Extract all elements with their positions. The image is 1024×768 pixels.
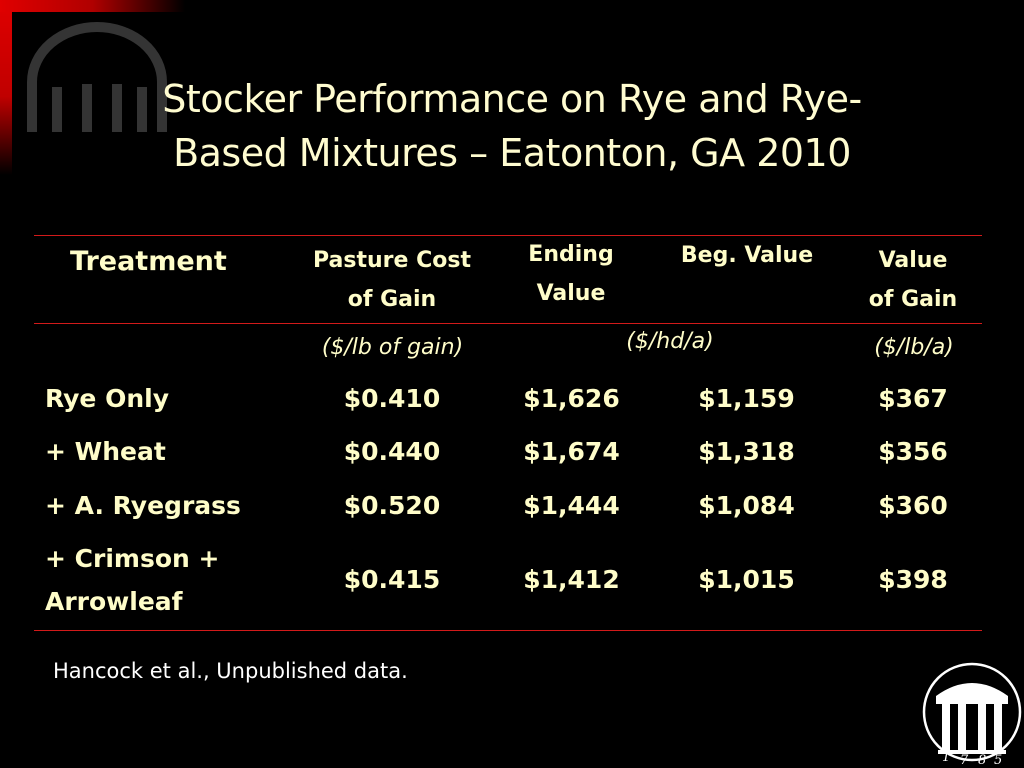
seal-digit: 5 (994, 753, 1002, 768)
cell-value-of-gain: $398 (878, 565, 948, 594)
unit-value-columns: ($/hd/a) (626, 329, 714, 354)
cell-pasture-cost: $0.520 (343, 491, 441, 520)
header-ending-value-line-1: Ending (528, 242, 614, 267)
header-value-of-gain-line-1: Value (878, 248, 948, 273)
cell-value-of-gain: $367 (878, 384, 948, 413)
cell-ending-value: $1,674 (523, 437, 620, 466)
university-arch-seal-icon: 1 7 8 5 (922, 662, 1022, 768)
row-label: Rye Only (45, 384, 169, 413)
cell-beg-value: $1,318 (698, 437, 795, 466)
cell-pasture-cost: $0.440 (343, 437, 441, 466)
header-beg-value: Beg. Value (680, 243, 814, 268)
row-label: + A. Ryegrass (45, 491, 241, 520)
arch-watermark-icon (27, 22, 167, 132)
footnote-citation: Hancock et al., Unpublished data. (53, 659, 408, 683)
row-label-line-2: Arrowleaf (45, 587, 183, 616)
table-bottom-rule (34, 630, 982, 631)
slide-title: Stocker Performance on Rye and Rye- Base… (80, 72, 944, 180)
seal-digit: 1 (942, 750, 950, 765)
cell-beg-value: $1,084 (698, 491, 795, 520)
header-pasture-cost-line-2: of Gain (347, 287, 437, 312)
row-label: + Wheat (45, 437, 166, 466)
corner-accent-vertical (0, 0, 12, 175)
seal-digit: 7 (960, 753, 969, 768)
table-top-rule (34, 235, 982, 236)
cell-ending-value: $1,444 (523, 491, 620, 520)
unit-pasture-cost: ($/lb of gain) (321, 335, 464, 360)
header-pasture-cost-line-1: Pasture Cost (313, 248, 471, 273)
header-value-of-gain: Value of Gain (852, 241, 974, 319)
cell-beg-value: $1,015 (698, 565, 795, 594)
seal-digit: 8 (978, 753, 986, 768)
cell-ending-value: $1,412 (523, 565, 620, 594)
cell-value-of-gain: $360 (878, 491, 948, 520)
header-value-of-gain-line-2: of Gain (868, 287, 958, 312)
row-label: + Crimson + (45, 544, 220, 573)
cell-pasture-cost: $0.415 (343, 565, 441, 594)
slide-title-line-1: Stocker Performance on Rye and Rye- (162, 77, 862, 121)
table-header-rule (34, 323, 982, 324)
header-pasture-cost: Pasture Cost of Gain (292, 241, 492, 319)
header-ending-value: Ending Value (510, 235, 632, 313)
cell-pasture-cost: $0.410 (343, 384, 441, 413)
cell-value-of-gain: $356 (878, 437, 948, 466)
cell-beg-value: $1,159 (698, 384, 795, 413)
header-ending-value-line-2: Value (536, 281, 606, 306)
unit-value-of-gain: ($/lb/a) (874, 335, 954, 360)
slide-title-line-2: Based Mixtures – Eatonton, GA 2010 (173, 131, 851, 175)
corner-accent-horizontal (0, 0, 185, 12)
cell-ending-value: $1,626 (523, 384, 620, 413)
header-treatment: Treatment (70, 246, 227, 277)
